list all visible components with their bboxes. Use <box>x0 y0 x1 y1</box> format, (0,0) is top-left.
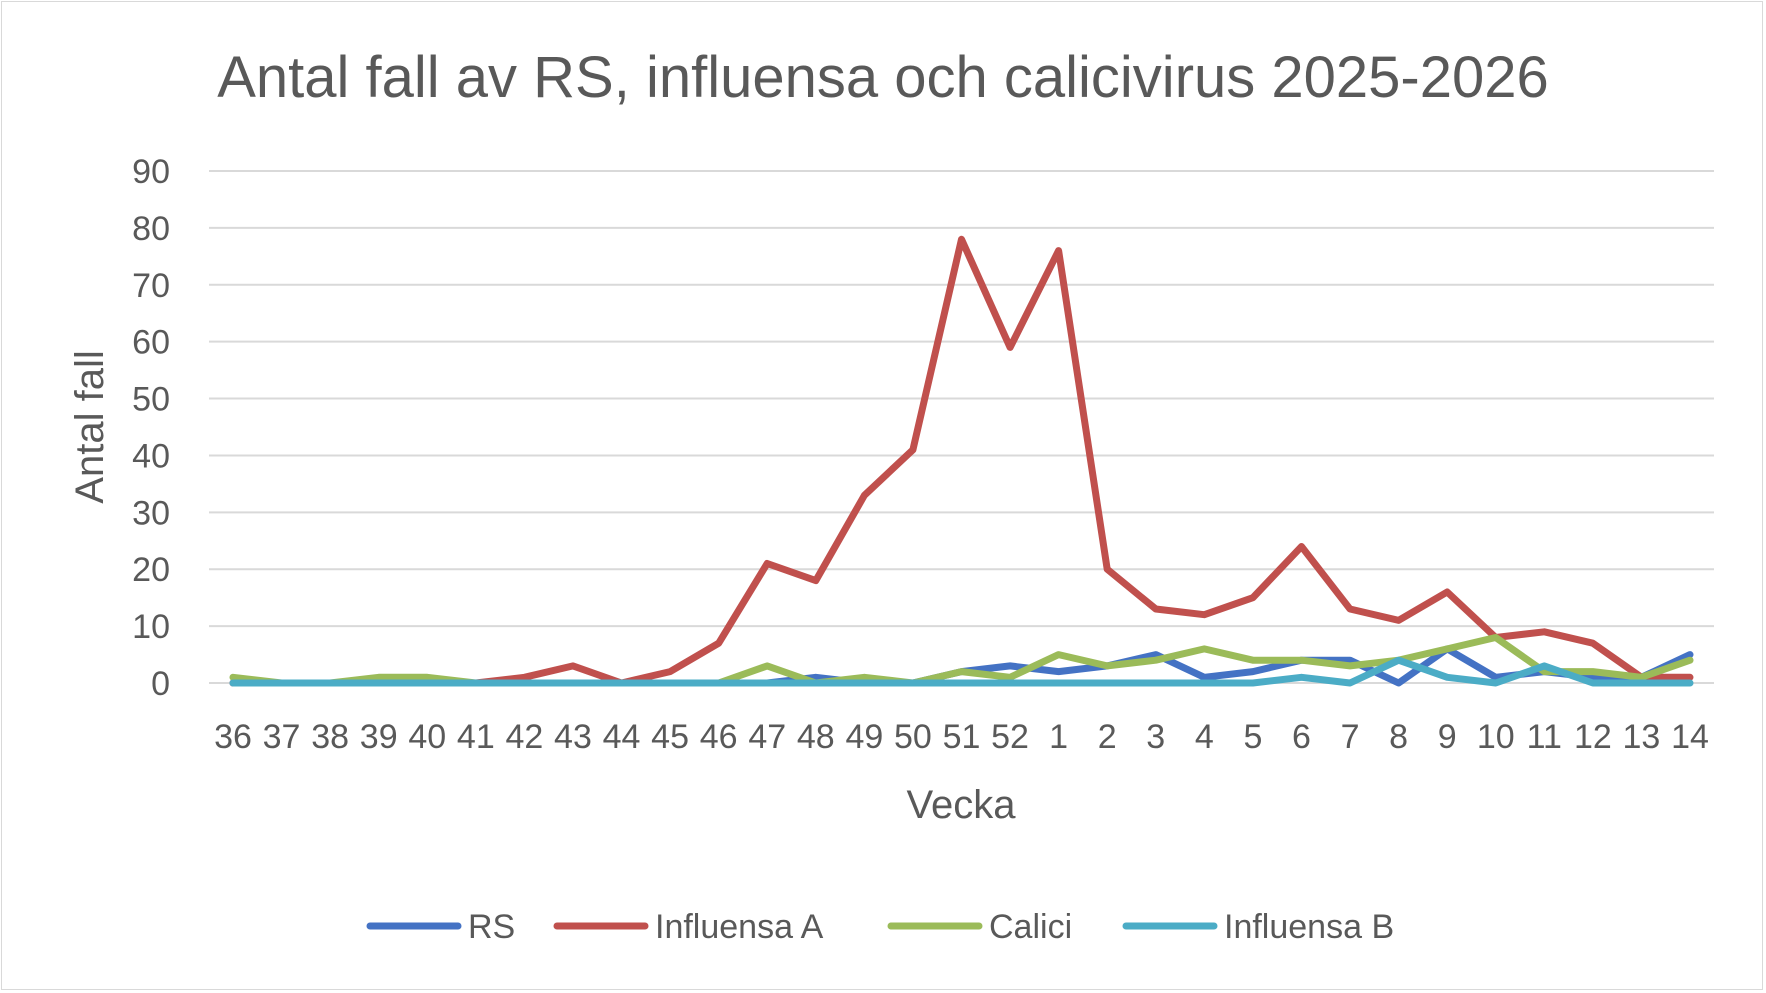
y-tick-label: 20 <box>132 551 170 589</box>
x-axis-title: Vecka <box>907 783 1017 827</box>
y-tick-label: 0 <box>151 665 170 703</box>
x-tick-label: 7 <box>1341 718 1360 756</box>
x-tick-label: 1 <box>1049 718 1068 756</box>
x-tick-label: 41 <box>457 718 495 756</box>
legend: RS Influensa A Calici Influensa B <box>366 908 1394 946</box>
y-tick-label: 80 <box>132 210 170 248</box>
y-axis-ticks: 0 10 20 30 40 50 60 70 80 90 <box>132 153 170 703</box>
legend-label: Influensa A <box>655 908 824 946</box>
series-line-3 <box>229 656 1694 687</box>
x-tick-label: 43 <box>554 718 592 756</box>
x-tick-label: 4 <box>1195 718 1214 756</box>
series-line-1 <box>229 235 1694 687</box>
x-tick-label: 42 <box>505 718 543 756</box>
x-tick-label: 37 <box>263 718 301 756</box>
x-tick-label: 14 <box>1671 718 1709 756</box>
x-tick-label: 48 <box>797 718 835 756</box>
x-tick-label: 9 <box>1438 718 1457 756</box>
x-tick-label: 3 <box>1146 718 1165 756</box>
x-tick-label: 5 <box>1243 718 1262 756</box>
x-tick-label: 12 <box>1574 718 1612 756</box>
chart-title: Antal fall av RS, influensa och calicivi… <box>217 45 1549 110</box>
gridlines <box>209 170 1714 684</box>
x-tick-label: 52 <box>991 718 1029 756</box>
x-axis-ticks: 36 37 38 39 40 41 42 43 44 45 46 47 48 49 50 51 52 1 2 3 4 5 6… <box>214 718 1709 756</box>
x-tick-label: 6 <box>1292 718 1311 756</box>
x-tick-label: 13 <box>1623 718 1661 756</box>
x-tick-label: 10 <box>1477 718 1515 756</box>
legend-label: RS <box>468 908 515 946</box>
x-tick-label: 45 <box>651 718 689 756</box>
x-tick-label: 46 <box>700 718 738 756</box>
y-tick-label: 10 <box>132 608 170 646</box>
series-lines <box>229 235 1694 687</box>
x-tick-label: 39 <box>360 718 398 756</box>
x-tick-label: 49 <box>845 718 883 756</box>
x-tick-label: 44 <box>603 718 641 756</box>
y-tick-label: 90 <box>132 153 170 191</box>
x-tick-label: 38 <box>311 718 349 756</box>
y-tick-label: 60 <box>132 324 170 362</box>
y-axis-title: Antal fall <box>68 350 112 503</box>
y-tick-label: 70 <box>132 267 170 305</box>
x-tick-label: 8 <box>1389 718 1408 756</box>
x-tick-label: 50 <box>894 718 932 756</box>
x-tick-label: 36 <box>214 718 252 756</box>
x-tick-label: 40 <box>408 718 446 756</box>
x-tick-label: 51 <box>943 718 981 756</box>
y-tick-label: 40 <box>132 437 170 475</box>
y-tick-label: 50 <box>132 381 170 419</box>
y-tick-label: 30 <box>132 494 170 532</box>
x-tick-label: 2 <box>1098 718 1117 756</box>
x-tick-label: 11 <box>1527 718 1562 756</box>
legend-label: Influensa B <box>1224 908 1394 946</box>
x-tick-label: 47 <box>748 718 786 756</box>
legend-label: Calici <box>989 908 1072 946</box>
